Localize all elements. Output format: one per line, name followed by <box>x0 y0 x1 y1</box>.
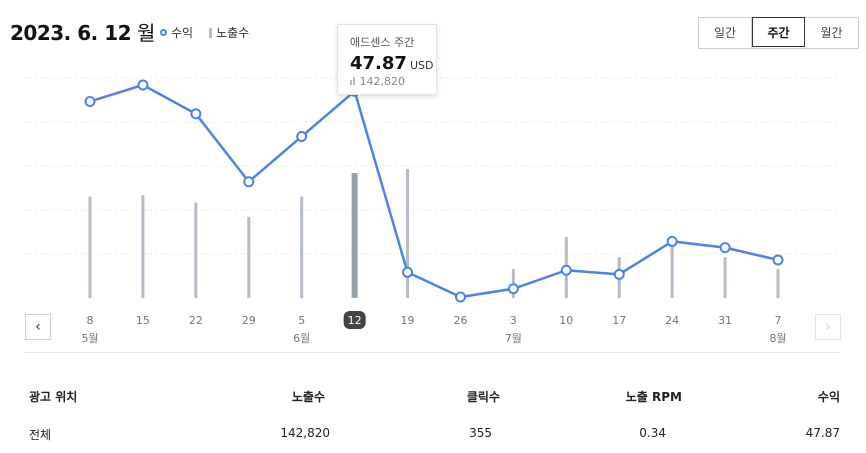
revenue-point <box>719 242 731 254</box>
tooltip-impressions: 142,820 <box>359 75 406 88</box>
row-impressions: 142,820 <box>280 426 330 440</box>
x-tick-label: 24 <box>665 314 679 327</box>
tab-weekly[interactable]: 주간 <box>752 17 805 47</box>
x-month-label: 6월 <box>293 332 310 345</box>
x-tick-label: 22 <box>189 314 203 327</box>
impressions-legend-label: 노출수 <box>216 26 250 40</box>
chart-prev-button[interactable]: ‹ <box>25 314 51 340</box>
impressions-bar <box>776 269 780 298</box>
tab-daily[interactable]: 일간 <box>699 18 752 48</box>
revenue-point <box>454 291 466 303</box>
revenue-point <box>507 283 519 295</box>
tooltip-value: 47.87 <box>350 53 407 74</box>
header-rpm: 노출 RPM <box>625 390 682 404</box>
impressions-bar <box>351 173 358 298</box>
tooltip-bar-icon <box>350 80 352 85</box>
tooltip-unit: USD <box>409 59 434 72</box>
revenue-point <box>560 264 572 276</box>
revenue-point <box>666 235 678 247</box>
impressions-bar <box>300 196 304 298</box>
chevron-right-icon: › <box>825 319 831 335</box>
revenue-point <box>84 95 96 107</box>
revenue-point <box>243 176 255 188</box>
x-tick-label: 8 <box>87 314 94 327</box>
chart-tooltip: 애드센스 주간 47.87 USD 142,820 <box>337 24 437 95</box>
x-month-label: 7월 <box>505 332 522 345</box>
revenue-point <box>402 266 414 278</box>
stats-row: 전체 142,820 355 0.34 47.87 <box>25 426 840 446</box>
revenue-chart: 8 5월 15 22 29 5 6월 12 19 26 3 7월 10 17 24 31 7 8월 <box>25 77 840 345</box>
impressions-bar <box>247 217 251 298</box>
revenue-point <box>190 108 202 120</box>
x-tick-label: 7 <box>775 314 782 327</box>
tooltip-value-row: 47.87 USD <box>350 53 433 74</box>
impressions-bar <box>194 202 198 298</box>
revenue-legend-icon <box>160 29 167 36</box>
tab-monthly[interactable]: 월간 <box>805 18 858 48</box>
revenue-point <box>613 268 625 280</box>
x-tick-label: 26 <box>453 314 467 327</box>
x-tick-label: 31 <box>718 314 732 327</box>
x-month-label: 8월 <box>769 332 786 345</box>
x-tick-label: 3 <box>510 314 517 327</box>
x-month-label: 5월 <box>81 332 98 345</box>
x-tick-label: 12 <box>348 314 362 327</box>
impressions-legend-icon <box>209 27 213 38</box>
impressions-bar <box>670 244 674 298</box>
header-revenue: 수익 <box>817 390 840 404</box>
chart-next-button[interactable]: › <box>815 314 841 340</box>
revenue-point <box>772 254 784 266</box>
revenue-point <box>137 79 149 91</box>
impressions-bar <box>723 257 727 298</box>
revenue-point <box>296 130 308 142</box>
x-tick-label: 5 <box>298 314 305 327</box>
chevron-left-icon: ‹ <box>35 319 41 335</box>
header-placement: 광고 위치 <box>29 390 78 404</box>
row-clicks: 355 <box>469 426 492 440</box>
divider <box>25 352 840 353</box>
header-clicks: 클릭수 <box>466 390 500 404</box>
stats-table: 광고 위치 노출수 클릭수 노출 RPM 수익 전체 142,820 355 0… <box>25 388 840 446</box>
chart-legend: 수익 노출수 <box>160 24 249 41</box>
impressions-bar <box>406 169 410 298</box>
row-revenue: 47.87 <box>805 426 840 440</box>
weekday-text: 월 <box>137 21 155 45</box>
row-placement: 전체 <box>29 428 52 442</box>
stats-header-row: 광고 위치 노출수 클릭수 노출 RPM 수익 <box>25 388 840 408</box>
selected-tick-pill <box>343 311 366 329</box>
period-selector: 일간 주간 월간 <box>698 17 859 49</box>
x-tick-label: 10 <box>559 314 573 327</box>
revenue-line <box>89 83 779 299</box>
x-tick-label: 29 <box>242 314 256 327</box>
date-title: 2023. 6. 12 월 <box>10 17 155 46</box>
tooltip-title: 애드센스 주간 <box>350 36 415 49</box>
date-text: 2023. 6. 12 <box>10 21 132 45</box>
impressions-bar <box>141 195 145 298</box>
row-rpm: 0.34 <box>639 426 666 440</box>
x-tick-label: 17 <box>612 314 626 327</box>
header-impressions: 노출수 <box>291 390 325 404</box>
impressions-bar <box>88 196 92 298</box>
tooltip-impressions-row: 142,820 <box>350 75 424 88</box>
x-tick-label: 15 <box>136 314 150 327</box>
x-tick-label: 19 <box>401 314 415 327</box>
revenue-legend-label: 수익 <box>171 26 194 40</box>
